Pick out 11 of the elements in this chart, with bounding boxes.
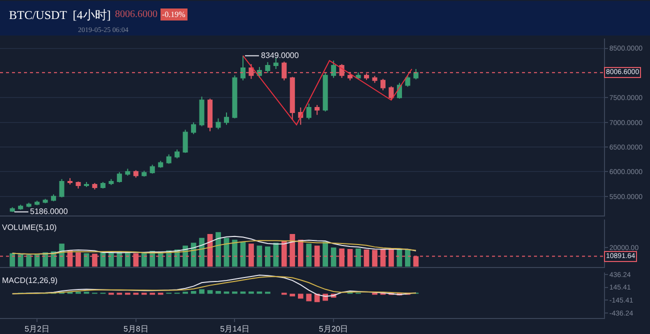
annotation: 5186.0000 [30, 207, 68, 216]
x-tick-label: 5月8日 [123, 324, 148, 334]
chart-title: BTC/USDT [4小时] [9, 8, 111, 22]
x-tick-label: 5月14日 [220, 324, 250, 334]
x-tick-label: 5月2日 [24, 324, 50, 334]
text: -0.19% [162, 10, 186, 19]
x-tick-label: 5月20日 [318, 324, 348, 334]
chart-title: VOLUME(5,10) [2, 223, 58, 232]
chart-title: MACD(12,26,9) [2, 276, 58, 285]
annotation: 8349.0000 [261, 51, 300, 60]
text: 8006.6000 [115, 9, 158, 20]
